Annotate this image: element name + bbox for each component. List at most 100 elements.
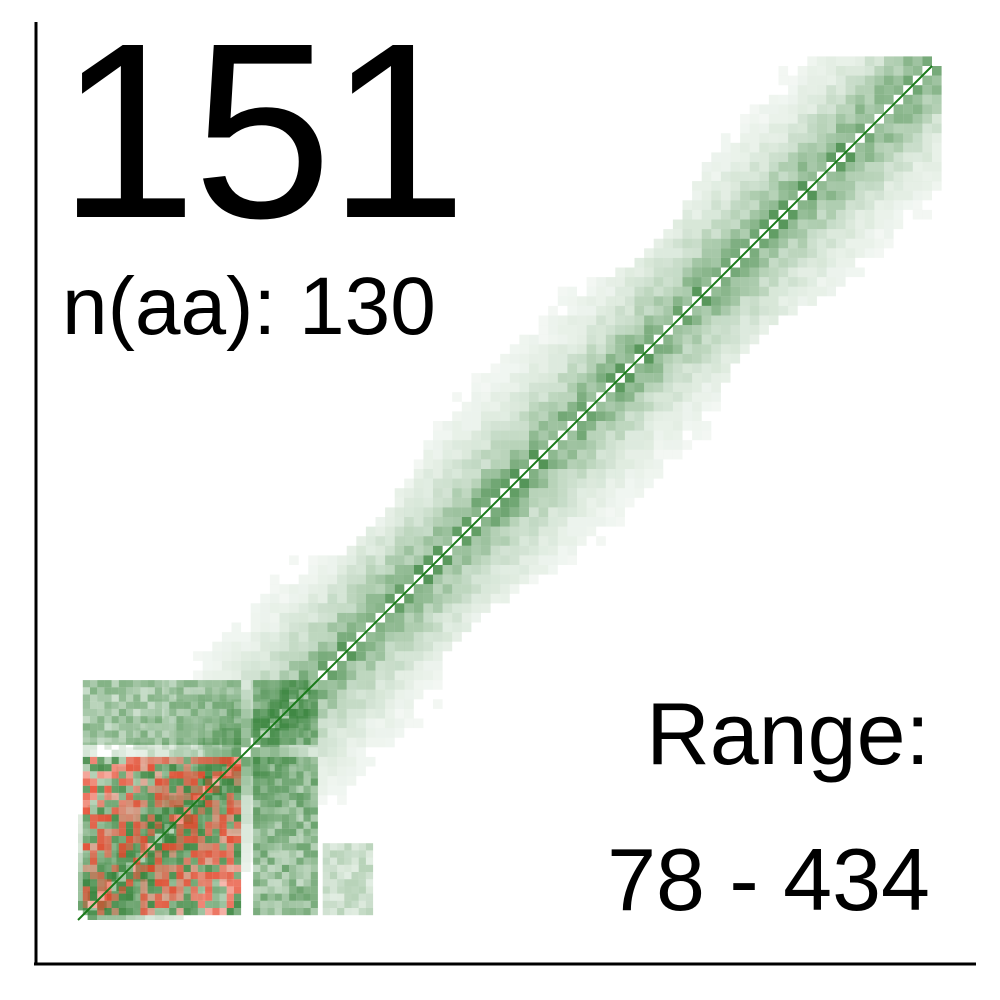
heatmap-cell <box>529 536 539 546</box>
heatmap-cell <box>337 699 347 709</box>
heatmap-cell <box>267 821 275 829</box>
heatmap-cell <box>490 526 501 537</box>
heatmap-cell <box>260 756 268 765</box>
heatmap-cell <box>845 200 856 210</box>
heatmap-cell <box>644 411 654 421</box>
heatmap-cell <box>529 373 539 383</box>
heatmap-cell <box>337 776 347 786</box>
heatmap-cell <box>289 730 297 738</box>
heatmap-cell <box>433 680 443 690</box>
heatmap-cell <box>289 843 297 851</box>
heatmap-cell <box>274 886 282 894</box>
heatmap-cell <box>711 190 721 201</box>
heatmap-cell <box>327 737 338 748</box>
heatmap-cell <box>586 305 597 316</box>
heatmap-cell <box>90 749 98 757</box>
heatmap-cell <box>356 574 366 585</box>
heatmap-cell <box>147 792 155 801</box>
heatmap-cell <box>212 864 220 872</box>
heatmap-cell <box>807 190 817 201</box>
heatmap-cell <box>634 469 645 479</box>
heatmap-cell <box>212 886 220 894</box>
heatmap-cell <box>692 373 702 383</box>
heatmap-cell <box>126 900 134 908</box>
heatmap-cell <box>169 857 177 865</box>
heatmap-cell <box>634 488 645 498</box>
heatmap-cell <box>855 66 865 76</box>
heatmap-cell <box>682 248 693 258</box>
heatmap-cell <box>197 857 206 865</box>
heatmap-cell <box>358 864 366 872</box>
heatmap-cell <box>97 814 105 822</box>
heatmap-cell <box>644 277 654 287</box>
heatmap-cell <box>557 315 568 326</box>
heatmap-cell <box>759 296 769 306</box>
heatmap-cell <box>310 850 318 858</box>
heatmap-cell <box>190 749 198 757</box>
heatmap-cell <box>193 843 203 853</box>
heatmap-cell <box>452 507 462 517</box>
heatmap-cell <box>296 857 304 865</box>
heatmap-cell <box>836 133 846 143</box>
heatmap-cell <box>219 908 227 916</box>
heatmap-cell <box>176 872 184 880</box>
heatmap-cell <box>197 730 206 738</box>
heatmap-cell <box>346 737 357 748</box>
heatmap-cell <box>308 747 318 757</box>
heatmap-cell <box>433 574 443 585</box>
heatmap-cell <box>154 747 165 757</box>
heatmap-cell <box>365 708 376 719</box>
heatmap-cell <box>147 821 155 829</box>
heatmap-cell <box>274 723 282 731</box>
heatmap-cell <box>197 908 206 916</box>
heatmap-cell <box>298 574 309 585</box>
heatmap-cell <box>174 708 184 719</box>
heatmap-cell <box>205 908 213 916</box>
heatmap-cell <box>864 56 875 66</box>
heatmap-cell <box>162 879 170 887</box>
heatmap-cell <box>932 104 942 114</box>
heatmap-cell <box>644 267 654 278</box>
heatmap-cell <box>778 200 789 210</box>
heatmap-cell <box>442 449 453 460</box>
heatmap-cell <box>140 778 148 786</box>
heatmap-cell <box>701 353 712 364</box>
heatmap-cell <box>205 778 213 786</box>
heatmap-cell <box>423 603 433 613</box>
heatmap-cell <box>433 612 443 623</box>
heatmap-cell <box>260 893 268 901</box>
heatmap-cell <box>274 778 282 786</box>
heatmap-cell <box>226 756 234 765</box>
heatmap-cell <box>147 864 155 872</box>
heatmap-cell <box>567 517 577 527</box>
heatmap-cell <box>126 886 134 894</box>
heatmap-cell <box>82 742 90 750</box>
heatmap-cell <box>260 708 268 717</box>
heatmap-cell <box>97 843 105 851</box>
heatmap-cell <box>87 910 98 920</box>
heatmap-cell <box>855 114 865 124</box>
heatmap-cell <box>932 94 942 105</box>
heatmap-cell <box>90 730 98 738</box>
heatmap-cell <box>140 900 148 908</box>
heatmap-cell <box>452 555 462 565</box>
heatmap-cell <box>233 792 242 801</box>
heatmap-cell <box>267 886 275 894</box>
heatmap-cell <box>212 821 220 829</box>
heatmap-cell <box>509 574 520 585</box>
heatmap-cell <box>778 142 789 153</box>
heatmap-cell <box>310 756 318 765</box>
heatmap-cell <box>807 296 817 306</box>
heatmap-cell <box>874 181 884 191</box>
heatmap-cell <box>538 555 549 565</box>
heatmap-cell <box>586 430 597 441</box>
heatmap-cell <box>126 756 134 765</box>
heatmap-cell <box>281 680 290 688</box>
heatmap-cell <box>279 670 290 681</box>
heatmap-cell <box>126 764 134 772</box>
heatmap-cell <box>212 708 220 717</box>
heatmap-cell <box>404 497 414 508</box>
heatmap-cell <box>303 821 311 829</box>
heatmap-cell <box>269 593 280 604</box>
heatmap-cell <box>749 286 760 297</box>
